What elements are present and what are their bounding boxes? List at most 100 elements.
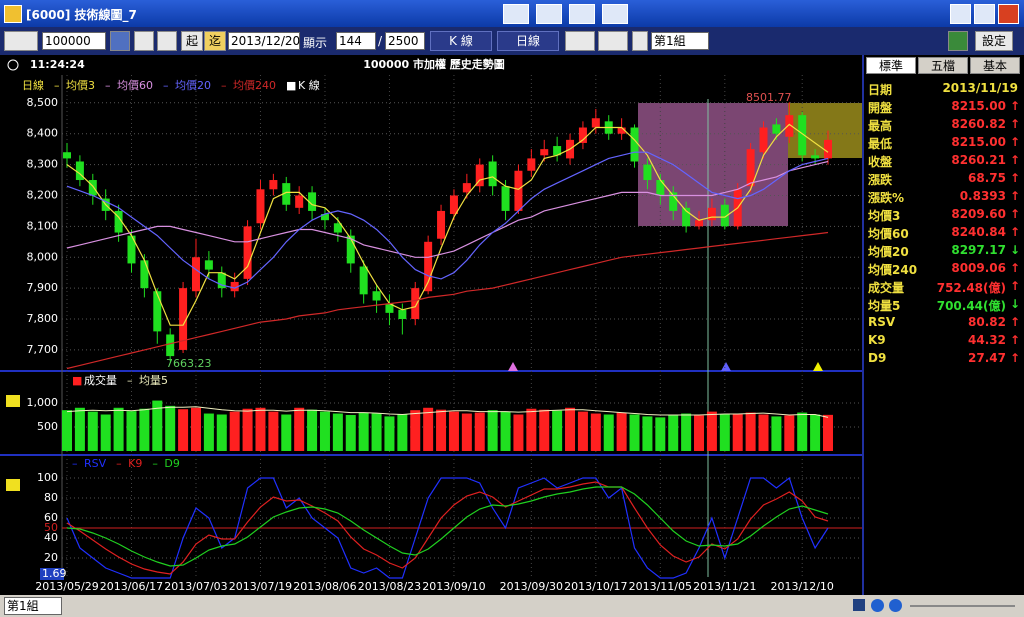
quote-arrow: ↑ (1009, 351, 1020, 365)
close-button[interactable] (998, 4, 1019, 24)
period-menu[interactable]: 日線 (497, 31, 559, 51)
quote-arrow: ↑ (1009, 99, 1020, 113)
quote-label: K9 (868, 333, 886, 347)
toolbar: 100000 起 迄 2013/12/20 顯示 144 / 2500 K 線 … (0, 27, 1024, 55)
legend-marker: – (221, 79, 227, 92)
quote-row: 成交量 752.48(億) ↑ (868, 279, 1022, 297)
y-tick-label: 7,800 (27, 312, 59, 325)
candle-body (424, 241, 433, 292)
candle-body (346, 235, 355, 264)
tool-button[interactable] (853, 599, 865, 611)
time-label: 11:24:24 (30, 58, 85, 71)
color-button[interactable] (632, 31, 648, 51)
y-tick-label: 7,900 (27, 281, 59, 294)
legend-marker: – (116, 457, 122, 470)
end-button[interactable]: 迄 (204, 31, 226, 51)
indicator-line (66, 481, 829, 575)
group-select[interactable]: 第1組 (651, 32, 709, 50)
quote-label: 日期 (868, 83, 893, 97)
x-tick-label: 2013/07/03 (164, 580, 227, 593)
candle-body (553, 146, 562, 156)
volume-bar (242, 408, 253, 451)
search-button[interactable] (110, 31, 130, 51)
candle-body (217, 272, 226, 289)
candle-body (540, 149, 549, 156)
excel-button[interactable] (948, 31, 968, 51)
y-tick-label: 20 (44, 551, 58, 564)
candle-body (772, 124, 781, 134)
zoom-in-button[interactable] (871, 599, 884, 612)
y-tick-label: 8,100 (27, 219, 59, 232)
quote-row: 開盤 8215.00 ↑ (868, 99, 1022, 117)
layout-button[interactable] (536, 4, 562, 24)
quote-value: 8009.06 (951, 261, 1006, 275)
panel-menu-button[interactable] (6, 395, 20, 407)
y-tick-label: 500 (37, 420, 58, 433)
group-select[interactable]: 第1組 (4, 597, 62, 615)
candle-body (204, 260, 213, 270)
ktype-menu[interactable]: K 線 (430, 31, 492, 51)
quote-arrow: ↑ (1009, 207, 1020, 221)
candle-body (759, 127, 768, 153)
layout-button[interactable] (569, 4, 595, 24)
volume-bar (500, 411, 511, 451)
shape-menu[interactable] (565, 31, 595, 51)
zoom-slider[interactable] (910, 605, 1015, 607)
draw-menu[interactable] (598, 31, 628, 51)
volume-bar (629, 414, 640, 451)
quote-date: 2013/11/19 (942, 81, 1018, 95)
date-select[interactable]: 2013/12/20 (228, 32, 300, 50)
quote-arrow: ↑ (1009, 225, 1020, 239)
up-button[interactable] (134, 31, 154, 51)
legend-label: D9 (164, 457, 179, 470)
tab[interactable]: 基本 (970, 57, 1020, 74)
x-tick-label: 2013/06/17 (100, 580, 163, 593)
panel-menu-button[interactable] (6, 479, 20, 491)
tab[interactable]: 五檔 (918, 57, 968, 74)
settings-button[interactable]: 設定 (975, 31, 1013, 51)
link-button[interactable] (4, 31, 38, 51)
candle-body (75, 161, 84, 181)
candle-body (398, 309, 407, 320)
x-tick-label: 2013/11/21 (693, 580, 756, 593)
quote-row: 均量5 700.44(億) ↓ (868, 297, 1022, 315)
candle-body (578, 127, 587, 143)
quote-arrow: ↑ (1009, 171, 1020, 185)
volume-bar (706, 411, 717, 451)
volume-bar (268, 411, 279, 451)
quote-row: 最高 8260.82 ↑ (868, 117, 1022, 135)
y-tick-label: 1,000 (27, 396, 59, 409)
min-label: 7663.23 (166, 357, 212, 370)
legend-label: 均價60 (117, 78, 153, 92)
x-tick-label: 2013/07/19 (229, 580, 292, 593)
signal-marker (813, 362, 823, 371)
candle-body (230, 281, 239, 292)
volume-bar (758, 414, 769, 451)
layout-button[interactable] (503, 4, 529, 24)
candle-body (243, 226, 252, 279)
layout-button[interactable] (602, 4, 628, 24)
count-input[interactable]: 144 (336, 32, 376, 50)
candle-body (191, 257, 200, 292)
candle-body (514, 170, 523, 211)
volume-bar (319, 411, 330, 451)
start-button[interactable]: 起 (181, 31, 203, 51)
zoom-out-button[interactable] (889, 599, 902, 612)
legend-label: 成交量 (84, 373, 117, 387)
quote-value: 8260.21 (951, 153, 1006, 167)
minimize-button[interactable] (950, 4, 971, 24)
volume-bar (423, 407, 434, 451)
total-input[interactable]: 2500 (385, 32, 425, 50)
quote-label: RSV (868, 315, 896, 329)
volume-bar (165, 405, 176, 451)
volume-bar (797, 412, 808, 451)
down-button[interactable] (157, 31, 177, 51)
x-tick-label: 2013/09/30 (500, 580, 563, 593)
tab[interactable]: 標準 (866, 57, 916, 74)
quote-value: 8215.00 (951, 99, 1006, 113)
volume-bar (178, 409, 189, 451)
symbol-select[interactable]: 100000 (42, 32, 106, 50)
maximize-button[interactable] (974, 4, 995, 24)
y-tick-label: 80 (44, 491, 58, 504)
candle-body (707, 207, 716, 221)
